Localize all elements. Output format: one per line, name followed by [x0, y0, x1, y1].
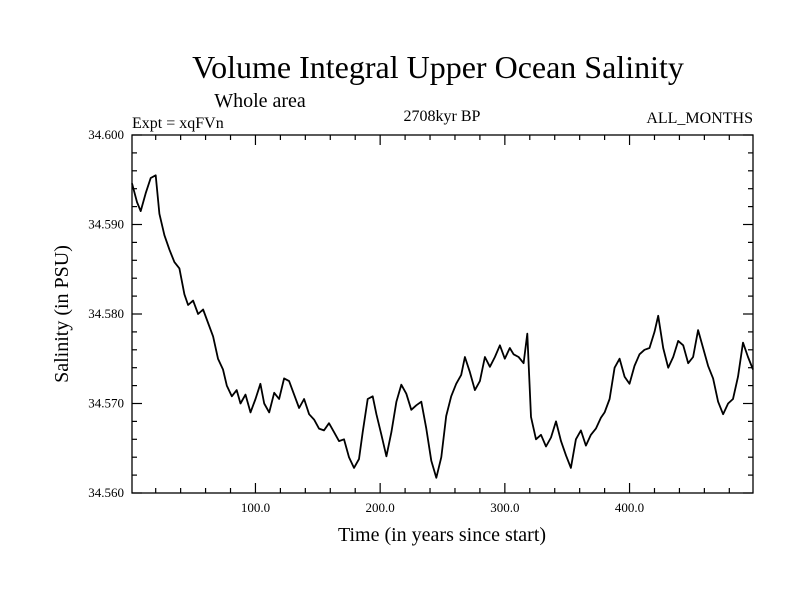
y-axis-label: Salinity (in PSU): [51, 245, 73, 383]
experiment-label: Expt = xqFVn: [132, 115, 224, 132]
plot-frame: [131, 134, 754, 494]
y-tick-label: 34.560: [88, 485, 124, 500]
x-tick-label: 300.0: [490, 500, 519, 515]
y-tick-label: 34.580: [88, 306, 124, 321]
period-label: 2708kyr BP: [404, 108, 481, 125]
chart-title: Volume Integral Upper Ocean Salinity: [192, 49, 684, 85]
x-tick-label: 400.0: [615, 500, 644, 515]
y-tick-label: 34.570: [88, 396, 124, 411]
salinity-series-line: [131, 174, 754, 479]
axis-tick-labels: 100.0 200.0 300.0 400.0 34.560 34.570 34.580 34…: [88, 127, 644, 515]
chart-subtitle: Whole area: [214, 90, 306, 112]
x-axis-label: Time (in years since start): [338, 524, 546, 546]
x-tick-label: 100.0: [241, 500, 270, 515]
y-tick-label: 34.590: [88, 217, 124, 232]
axis-ticks: [132, 134, 753, 494]
y-tick-label: 34.600: [88, 127, 124, 142]
x-tick-label: 200.0: [366, 500, 395, 515]
months-label: ALL_MONTHS: [646, 110, 753, 127]
